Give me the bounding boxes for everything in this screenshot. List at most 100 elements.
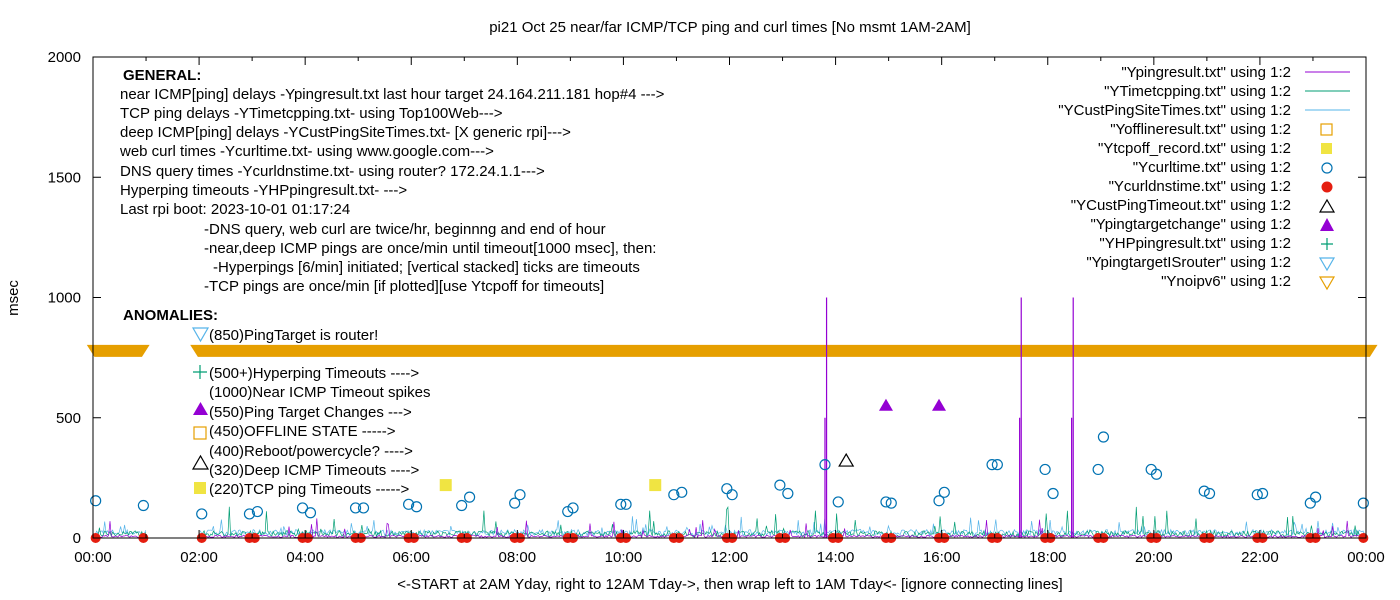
anomaly-line: (320)Deep ICMP Timeouts ----> — [209, 462, 419, 479]
x-tick-label: 08:00 — [499, 549, 537, 566]
curl-point — [296, 502, 309, 514]
y-tick-label: 1000 — [48, 290, 81, 307]
curl-point — [1256, 487, 1269, 500]
target-change-point — [878, 398, 893, 411]
legend-label: "YTimetcpping.txt" using 1:2 — [1104, 83, 1291, 100]
info-line: TCP ping delays -YTimetcpping.txt- using… — [120, 105, 503, 122]
anomaly-line: (500+)Hyperping Timeouts ----> — [209, 365, 419, 382]
x-tick-label: 12:00 — [711, 549, 749, 566]
offline-state-icon — [193, 426, 207, 440]
curl-point — [991, 459, 1003, 471]
curl-point — [726, 489, 738, 501]
info-line: deep ICMP[ping] delays -YCustPingSiteTim… — [120, 124, 571, 141]
curl-point — [721, 483, 733, 495]
curl-point — [676, 486, 688, 498]
y-tick-label: 0 — [73, 530, 81, 547]
curl-point — [1304, 497, 1316, 509]
legend-router-icon — [1318, 257, 1336, 272]
legend-label: "Ypingtargetchange" using 1:2 — [1090, 216, 1291, 233]
legend-targetchange-icon — [1320, 218, 1334, 231]
legend-hyperping-icon — [1321, 238, 1333, 250]
noipv6-band-segment — [86, 344, 150, 357]
target-change-icon — [193, 402, 208, 415]
legend-label: "Ynoipv6" using 1:2 — [1161, 273, 1291, 290]
router-target-icon — [191, 327, 210, 343]
curl-point — [402, 498, 415, 510]
x-tick-label: 18:00 — [1029, 549, 1067, 566]
legend-label: "YpingtargetISrouter" using 1:2 — [1086, 254, 1291, 271]
legend-label: "Ycurltime.txt" using 1:2 — [1133, 159, 1291, 176]
curl-point — [463, 491, 476, 503]
x-tick-label: 06:00 — [392, 549, 430, 566]
info-line: near ICMP[ping] delays -Ypingresult.txt … — [120, 86, 665, 103]
curl-point — [357, 502, 370, 514]
legend-label: "YHPpingresult.txt" using 1:2 — [1099, 235, 1291, 252]
curl-point — [819, 459, 831, 471]
plot-frame — [92, 56, 1367, 539]
curl-point — [1039, 463, 1051, 476]
noipv6-band-segment — [190, 344, 1378, 357]
curl-point — [1198, 485, 1210, 497]
anomaly-line: (400)Reboot/powercycle? ----> — [209, 443, 413, 460]
curl-point — [1310, 491, 1322, 503]
x-axis-label: <-START at 2AM Yday, right to 12AM Tday-… — [397, 576, 1062, 593]
tcp-series-line — [93, 505, 1365, 538]
curl-point — [933, 495, 945, 507]
curl-point — [1357, 497, 1369, 509]
general-heading: GENERAL: — [123, 67, 201, 84]
deep-icmp-timeout-icon — [191, 454, 210, 470]
info-line: DNS query times -Ycurldnstime.txt- using… — [120, 163, 545, 180]
curl-point — [986, 459, 998, 471]
curl-point — [1092, 463, 1104, 476]
info-note: -TCP pings are once/min [if plotted][use… — [204, 278, 604, 295]
curl-point — [349, 502, 362, 514]
x-tick-label: 00:00 — [74, 549, 112, 566]
info-line: web curl times -Ycurltime.txt- using www… — [119, 143, 494, 160]
curl-point — [774, 479, 786, 491]
curl-point — [243, 508, 256, 520]
curl-point — [304, 507, 317, 519]
curl-point — [885, 497, 897, 509]
curl-point — [1150, 468, 1163, 480]
legend-curl-icon — [1321, 162, 1333, 174]
hyperping-timeout-icon — [193, 365, 207, 379]
curl-point — [137, 499, 149, 512]
curl-point — [514, 489, 526, 501]
tcp-timeout-icon — [194, 482, 206, 494]
curl-point — [509, 497, 521, 509]
chart-title: pi21 Oct 25 near/far ICMP/TCP ping and c… — [489, 19, 971, 36]
legend-offline-icon — [1320, 123, 1333, 136]
curl-point — [90, 495, 102, 507]
y-tick-label: 1500 — [48, 169, 81, 186]
y-tick-label: 2000 — [48, 49, 81, 66]
curl-point — [620, 498, 632, 510]
ping-spike-layer — [824, 297, 1074, 538]
legend-label: "Ytcpoff_record.txt" using 1:2 — [1098, 140, 1291, 157]
legend-custtimeout-icon — [1318, 198, 1336, 213]
legend-label: "Ypingresult.txt" using 1:2 — [1121, 64, 1291, 81]
info-line: Last rpi boot: 2023-10-01 01:17:24 — [120, 201, 350, 218]
info-note: -Hyperpings [6/min] initiated; [vertical… — [213, 259, 640, 276]
legend-label: "Yofflineresult.txt" using 1:2 — [1110, 121, 1291, 138]
y-tick-label: 500 — [56, 410, 81, 427]
legend: "Ypingresult.txt" using 1:2 "YTimetcppin… — [1058, 64, 1350, 291]
curl-point — [251, 505, 264, 518]
curl-point — [782, 487, 794, 500]
anomaly-line: (850)PingTarget is router! — [209, 327, 378, 344]
curl-point — [567, 502, 579, 514]
legend-noipv6-icon — [1318, 276, 1336, 291]
anomaly-line: (1000)Near ICMP Timeout spikes — [209, 384, 430, 401]
noipv6-band — [86, 344, 1378, 357]
x-tick-label: 10:00 — [605, 549, 643, 566]
curl-point — [615, 498, 627, 510]
legend-label: "YCustPingTimeout.txt" using 1:2 — [1071, 197, 1291, 214]
x-tick-label: 04:00 — [286, 549, 324, 566]
anomalies-heading: ANOMALIES: — [123, 307, 218, 324]
custping-timeout-point — [838, 452, 855, 467]
info-note: -near,deep ICMP pings are once/min until… — [204, 240, 656, 257]
tcp-timeout-point — [439, 479, 452, 492]
legend-tcpoff-icon — [1321, 143, 1332, 154]
info-note: -DNS query, web curl are twice/hr, begin… — [204, 221, 606, 238]
curl-point — [1047, 487, 1059, 500]
